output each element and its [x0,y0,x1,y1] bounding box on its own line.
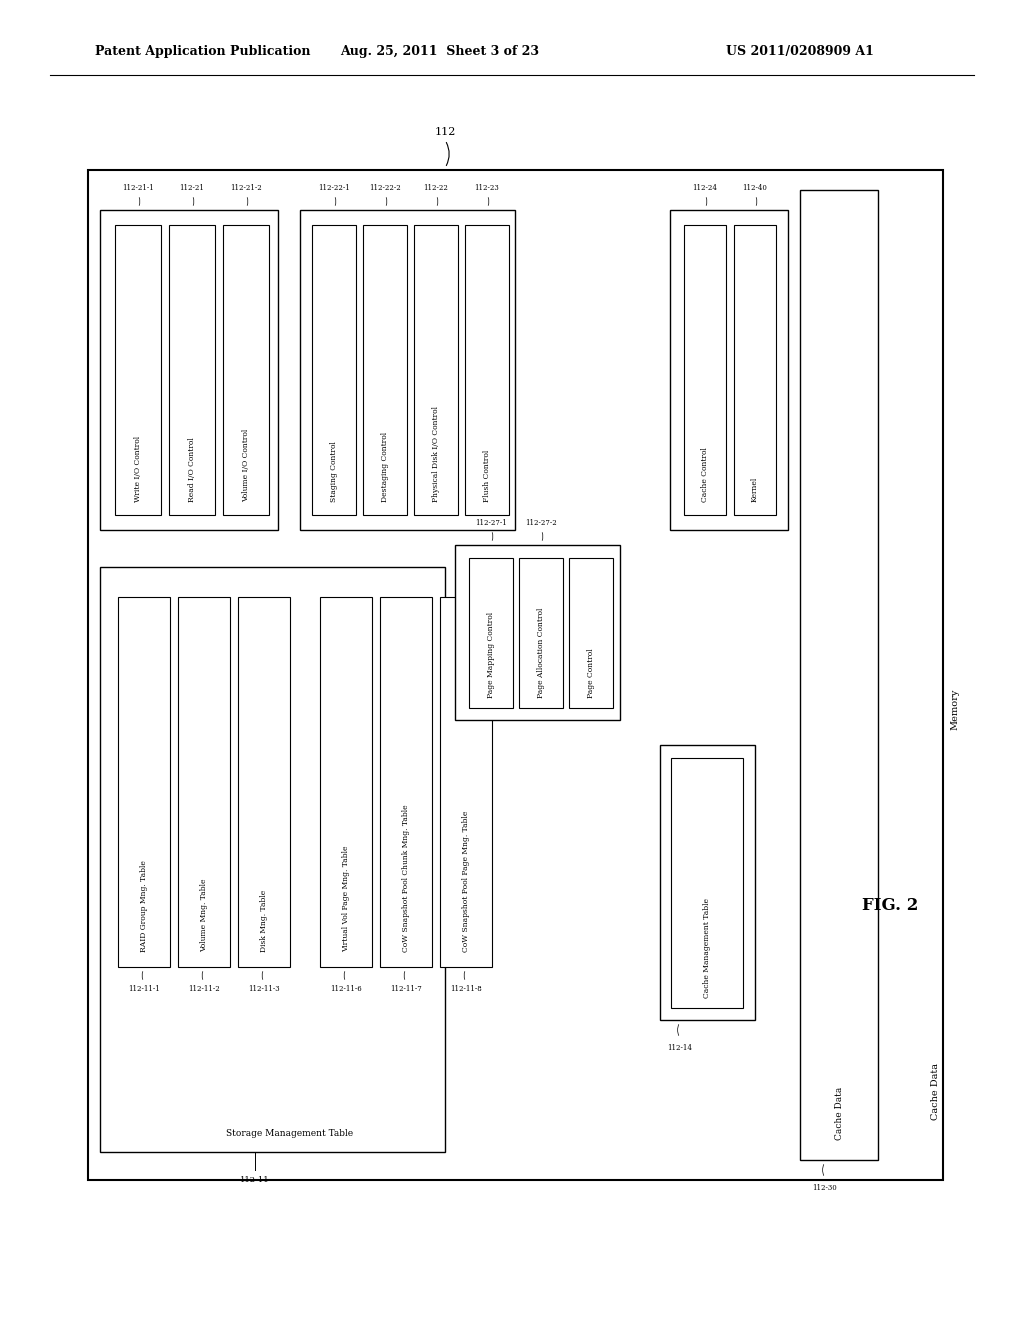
Text: RAID Group Mng. Table: RAID Group Mng. Table [140,861,148,952]
Text: Kernel: Kernel [751,477,759,502]
Bar [670,210,788,531]
Text: Cache Data: Cache Data [931,1063,939,1119]
Bar [362,224,407,515]
Bar [380,597,432,968]
Text: CoW Snapshot Pool Chunk Mng. Table: CoW Snapshot Pool Chunk Mng. Table [402,804,410,952]
Text: Cache Control: Cache Control [701,447,709,502]
Text: 112-21-2: 112-21-2 [230,183,262,191]
Bar [734,224,776,515]
Text: 112-11-8: 112-11-8 [451,985,482,993]
Text: 112-22: 112-22 [424,183,449,191]
Text: Page Mapping Control: Page Mapping Control [487,612,495,698]
Bar [118,597,170,968]
Bar [312,224,356,515]
Text: 112-23: 112-23 [475,183,500,191]
Text: Virtual Vol Page Mng. Table: Virtual Vol Page Mng. Table [342,846,350,952]
Text: 112-11-6: 112-11-6 [330,985,361,993]
Bar [455,545,620,719]
Text: 112-11: 112-11 [241,1176,270,1184]
Text: 112-21-1: 112-21-1 [122,183,154,191]
Bar [800,190,878,1160]
Bar [684,224,726,515]
Text: Staging Control: Staging Control [330,441,338,502]
Bar [414,224,458,515]
Text: Cache Data: Cache Data [835,1086,844,1140]
Text: Aug. 25, 2011  Sheet 3 of 23: Aug. 25, 2011 Sheet 3 of 23 [341,45,540,58]
Bar [319,597,372,968]
Text: Write I/O Control: Write I/O Control [134,436,142,502]
Text: Read I/O Control: Read I/O Control [188,437,196,502]
Bar [300,210,515,531]
Text: Physical Disk I/O Control: Physical Disk I/O Control [432,407,440,502]
Text: Volume I/O Control: Volume I/O Control [242,429,250,502]
Text: Memory: Memory [950,689,959,730]
Text: Destaging Control: Destaging Control [381,432,389,502]
Text: Patent Application Publication: Patent Application Publication [95,45,310,58]
Bar [238,597,290,968]
Text: 112: 112 [434,127,456,137]
Text: 112-24: 112-24 [692,183,718,191]
Text: 112-11-1: 112-11-1 [128,985,160,993]
Text: Storage Management Table: Storage Management Table [226,1130,353,1138]
Text: Disk Mng. Table: Disk Mng. Table [260,890,268,952]
Text: CoW Snapshot Pool Page Mng. Table: CoW Snapshot Pool Page Mng. Table [462,810,470,952]
Text: 112-22-1: 112-22-1 [318,183,350,191]
Text: US 2011/0208909 A1: US 2011/0208909 A1 [726,45,873,58]
Text: 112-11-2: 112-11-2 [188,985,220,993]
Text: FIG. 2: FIG. 2 [862,896,919,913]
Text: 112-11-7: 112-11-7 [390,985,422,993]
Text: Cache Management Table: Cache Management Table [703,898,711,998]
Bar [178,597,230,968]
Text: 112-22-2: 112-22-2 [369,183,400,191]
Text: 112-14: 112-14 [668,1044,692,1052]
Bar [100,210,278,531]
Text: 112-30: 112-30 [813,1184,838,1192]
Text: 112-40: 112-40 [742,183,767,191]
Bar [169,224,215,515]
Bar [519,558,563,708]
Bar [100,568,445,1152]
Bar [569,558,613,708]
Text: 112-11-3: 112-11-3 [248,985,280,993]
Text: 112-27-1: 112-27-1 [475,519,507,527]
Bar [671,758,743,1008]
Text: 112-27-2: 112-27-2 [525,519,557,527]
Bar [469,558,513,708]
Bar [115,224,161,515]
Bar [660,744,755,1020]
Bar [88,170,943,1180]
Bar [465,224,509,515]
Text: Volume Mng. Table: Volume Mng. Table [200,879,208,952]
Bar [223,224,269,515]
Bar [440,597,492,968]
Text: Page Control: Page Control [587,648,595,698]
Text: 112-21: 112-21 [179,183,205,191]
Text: Page Allocation Control: Page Allocation Control [537,607,545,698]
Text: Flush Control: Flush Control [483,450,490,502]
